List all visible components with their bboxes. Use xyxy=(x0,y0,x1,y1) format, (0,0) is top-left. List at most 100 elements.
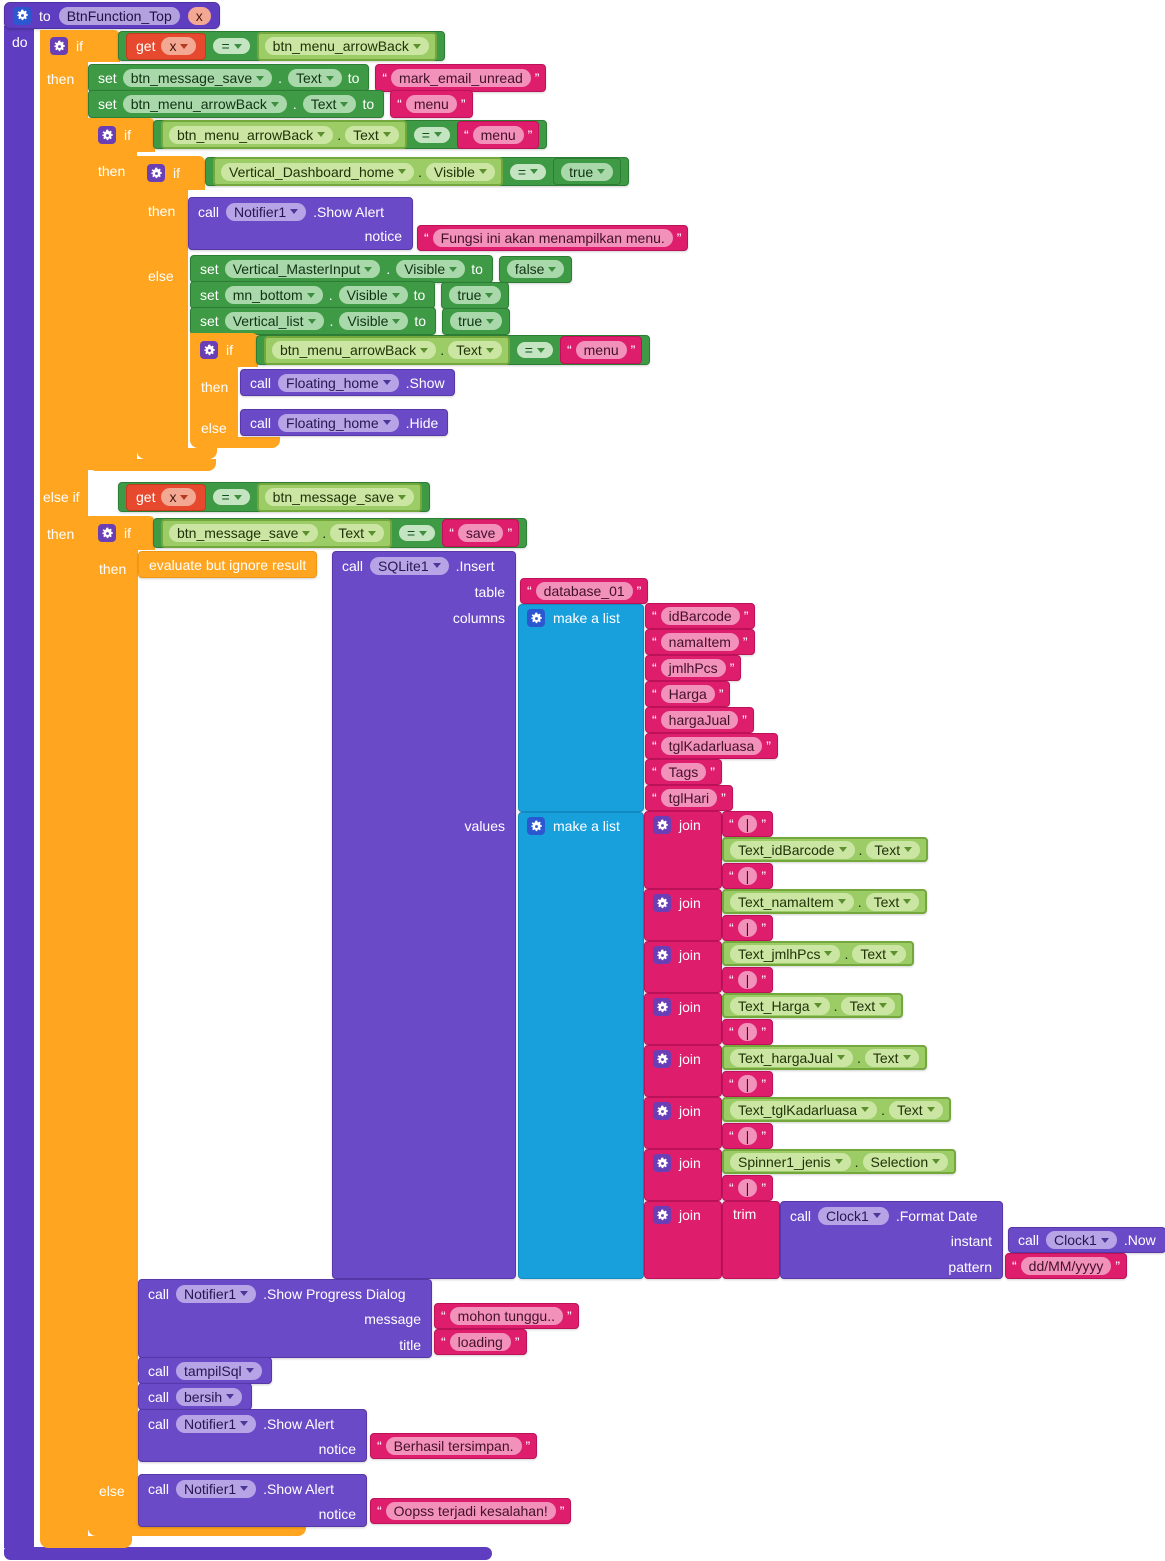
component-dropdown[interactable]: btn_menu_arrowBack xyxy=(264,37,429,55)
property-dropdown[interactable]: Text xyxy=(345,125,399,144)
component-dropdown[interactable]: Spinner1_jenis xyxy=(730,1152,851,1171)
set-block[interactable]: set btn_message_save . Text to xyxy=(88,64,370,92)
property-dropdown[interactable]: Text xyxy=(841,996,896,1015)
logic-dropdown[interactable]: true xyxy=(449,286,502,304)
equals-dropdown[interactable]: = xyxy=(399,525,436,541)
if2-bottom[interactable] xyxy=(88,459,216,471)
get-x-block[interactable]: get x xyxy=(126,483,207,511)
component-dropdown[interactable]: Notifier1 xyxy=(226,202,307,221)
column-string[interactable]: jmlhPcs xyxy=(645,655,742,681)
string-value-field[interactable]: save xyxy=(457,524,504,542)
component-get-block[interactable]: btn_message_save xyxy=(256,482,423,512)
join-block[interactable]: join xyxy=(644,1201,722,1279)
join-mutator-gear-icon[interactable] xyxy=(653,1050,671,1068)
component-dropdown[interactable]: Text_idBarcode xyxy=(730,840,855,859)
string-value-field[interactable]: Oopss terjadi kesalahan! xyxy=(385,1502,556,1520)
list-mutator-gear-icon[interactable] xyxy=(527,817,545,835)
if3-spine[interactable] xyxy=(137,156,188,448)
logic-dropdown[interactable]: true xyxy=(561,162,614,181)
if1-mutator-gear-icon[interactable] xyxy=(50,37,68,55)
separator-string[interactable]: | xyxy=(722,915,773,941)
procedure-body-spine[interactable] xyxy=(4,26,34,1548)
string-value-field[interactable]: database_01 xyxy=(535,582,633,600)
equals-dropdown[interactable]: = xyxy=(516,342,553,358)
string-value-field[interactable]: | xyxy=(737,815,758,833)
component-dropdown[interactable]: btn_message_save xyxy=(264,488,415,506)
string-value-field[interactable]: tglHari xyxy=(660,789,718,807)
component-dropdown[interactable]: Vertical_list xyxy=(224,312,324,330)
if3-bottom[interactable] xyxy=(137,448,217,459)
component-get-block[interactable]: btn_menu_arrowBack xyxy=(256,31,437,61)
string-value-field[interactable]: | xyxy=(737,1023,758,1041)
property-get-block[interactable]: Spinner1_jenis . Selection xyxy=(722,1149,957,1174)
equals-dropdown[interactable]: = xyxy=(413,126,450,143)
join-mutator-gear-icon[interactable] xyxy=(653,946,671,964)
call-sqlite-insert-block[interactable]: call SQLite1 .Insert table columns value… xyxy=(332,551,516,1279)
join-mutator-gear-icon[interactable] xyxy=(653,816,671,834)
string-value-field[interactable]: mohon tunggu.. xyxy=(449,1307,563,1325)
string-value-field[interactable]: | xyxy=(737,919,758,937)
join-block[interactable]: join xyxy=(644,1045,722,1097)
property-dropdown[interactable]: Visible xyxy=(338,286,408,304)
string-value-field[interactable]: namaItem xyxy=(660,633,739,651)
property-dropdown[interactable]: Text xyxy=(448,341,502,359)
if4-mutator-gear-icon[interactable] xyxy=(200,341,218,359)
string-value-field[interactable]: | xyxy=(737,867,758,885)
procedure-dropdown[interactable]: bersih xyxy=(176,1387,243,1406)
procedure-param-x[interactable]: x xyxy=(187,6,211,25)
property-dropdown[interactable]: Selection xyxy=(862,1152,949,1171)
property-get-block[interactable]: Text_jmlhPcs . Text xyxy=(722,941,915,966)
property-dropdown[interactable]: Text xyxy=(866,840,921,859)
if2-spine[interactable] xyxy=(88,118,137,470)
if2-header[interactable]: if xyxy=(88,118,155,152)
string-value-field[interactable]: | xyxy=(737,1127,758,1145)
separator-string[interactable]: | xyxy=(722,967,773,993)
call-clock-now-block[interactable]: call Clock1 .Now xyxy=(1008,1227,1165,1253)
component-dropdown[interactable]: Clock1 xyxy=(1046,1231,1117,1249)
string-value-field[interactable]: menu xyxy=(472,125,524,144)
join-mutator-gear-icon[interactable] xyxy=(653,1154,671,1172)
property-dropdown[interactable]: Text xyxy=(288,69,342,87)
string-value-field[interactable]: | xyxy=(737,1179,758,1197)
component-dropdown[interactable]: Notifier1 xyxy=(176,1414,257,1433)
logic-dropdown[interactable]: true xyxy=(450,312,503,330)
component-dropdown[interactable]: Notifier1 xyxy=(176,1284,257,1303)
if2-mutator-gear-icon[interactable] xyxy=(98,126,116,144)
property-dropdown[interactable]: Visible xyxy=(339,312,409,330)
list-mutator-gear-icon[interactable] xyxy=(527,609,545,627)
string-value-field[interactable]: tglKadarluasa xyxy=(660,737,763,755)
if1-bottom[interactable] xyxy=(40,1536,132,1548)
join-block[interactable]: join xyxy=(644,1149,722,1201)
property-dropdown[interactable]: Text xyxy=(330,524,384,542)
property-dropdown[interactable]: Text xyxy=(888,1100,943,1119)
if4-header[interactable]: if xyxy=(190,333,258,367)
property-get-block[interactable]: Text_namaItem . Text xyxy=(722,889,928,914)
string-block[interactable]: menu xyxy=(559,336,643,364)
procedure-dropdown[interactable]: tampilSql xyxy=(176,1361,262,1380)
var-x-dropdown[interactable]: x xyxy=(161,488,197,506)
component-dropdown[interactable]: Clock1 xyxy=(818,1206,889,1225)
logic-true-block[interactable]: true xyxy=(553,158,622,185)
component-dropdown[interactable]: btn_menu_arrowBack xyxy=(272,341,437,359)
call-tampilsql-block[interactable]: call tampilSql xyxy=(138,1357,272,1384)
join-mutator-gear-icon[interactable] xyxy=(653,998,671,1016)
column-string[interactable]: tglKadarluasa xyxy=(645,733,778,759)
logic-dropdown[interactable]: false xyxy=(506,260,565,278)
if1-spine[interactable] xyxy=(40,30,88,1536)
call-floating-home-hide[interactable]: call Floating_home .Hide xyxy=(240,409,449,436)
string-value-field[interactable]: mark_email_unread xyxy=(391,69,531,87)
var-x-dropdown[interactable]: x xyxy=(161,37,197,55)
property-get-block[interactable]: btn_menu_arrowBack . Text xyxy=(161,120,407,149)
values-make-a-list-block[interactable]: make a list xyxy=(518,812,644,1279)
component-dropdown[interactable]: btn_menu_arrowBack xyxy=(122,95,287,113)
join-block[interactable]: join xyxy=(644,941,722,993)
string-value-field[interactable]: | xyxy=(737,971,758,989)
separator-string[interactable]: | xyxy=(722,1123,773,1149)
columns-make-a-list-block[interactable]: make a list xyxy=(518,604,644,812)
string-value-field[interactable]: menu xyxy=(405,95,457,113)
notice-string[interactable]: Berhasil tersimpan. xyxy=(370,1433,538,1459)
equals-dropdown[interactable]: = xyxy=(509,163,547,180)
if3-condition-equals-block[interactable]: Vertical_Dashboard_home . Visible = true xyxy=(205,157,630,186)
if4-bottom[interactable] xyxy=(190,437,280,448)
string-value-field[interactable]: hargaJual xyxy=(660,711,739,729)
